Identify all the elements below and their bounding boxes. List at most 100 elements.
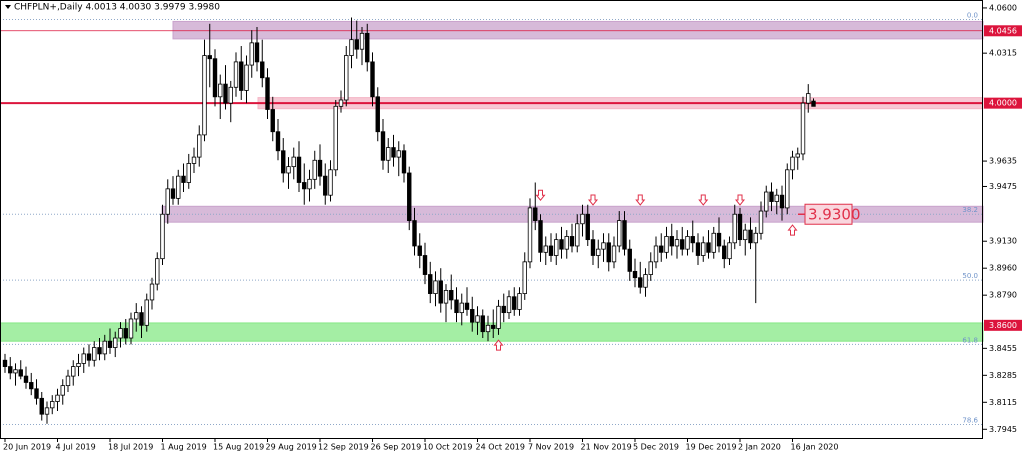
signal-arrow (698, 194, 709, 206)
y-tick-label: 3.8115 (989, 398, 1017, 407)
y-tick-label: 4.0600 (989, 3, 1017, 12)
x-tick-label: 4 Jul 2019 (56, 443, 96, 452)
candle-body (685, 236, 690, 250)
candle-body (328, 169, 333, 196)
candle-body (506, 296, 512, 314)
candle-body (527, 207, 533, 263)
candle-body (223, 83, 228, 104)
candle-body (785, 169, 790, 209)
candle-body (181, 175, 186, 183)
fib-label: 61.8 (962, 336, 978, 344)
candle-body (191, 156, 197, 164)
candle-body (76, 363, 81, 367)
candle-body (333, 105, 338, 171)
candle-body (212, 58, 218, 98)
candle-body (779, 194, 785, 209)
candle-body (664, 236, 669, 253)
candle-body (13, 369, 18, 374)
candle-body (396, 150, 401, 158)
candle-body (128, 318, 134, 339)
candle-body (569, 236, 575, 247)
candle-body (92, 347, 97, 361)
candle-body (386, 147, 391, 161)
candle-body (512, 296, 517, 310)
candle-body (118, 328, 123, 339)
y-tick-label: 3.8960 (989, 264, 1017, 273)
candle-body (239, 61, 244, 91)
fib-label: 38.2 (962, 206, 978, 214)
candle-body (732, 213, 737, 244)
candle-body (648, 261, 653, 275)
candle-body (669, 236, 674, 247)
candle-body (344, 55, 349, 101)
y-tick-label: 3.9130 (989, 237, 1017, 246)
signal-arrow (493, 339, 504, 351)
candle-body (39, 397, 44, 415)
x-tick-label: 18 Jul 2019 (108, 443, 153, 452)
candle-body (249, 42, 254, 66)
candle-body (170, 188, 176, 199)
price-badge-label: 4.0000 (989, 99, 1017, 108)
candle-body (632, 270, 638, 279)
x-tick-label: 10 Oct 2019 (423, 443, 472, 452)
candle-body (233, 61, 239, 88)
candle-body (464, 302, 470, 310)
candle-body (774, 194, 779, 202)
x-tick-label: 12 Sep 2019 (318, 443, 369, 452)
candle-body (144, 299, 149, 326)
candle-body (65, 375, 71, 387)
candle-body (517, 293, 522, 310)
candle-body (438, 280, 443, 304)
candle-body (743, 229, 748, 241)
candle-body (391, 147, 396, 158)
candle-body (155, 258, 160, 285)
candle-body (559, 239, 564, 250)
candle-body (265, 77, 270, 110)
candle-body (202, 55, 207, 136)
candle-body (370, 61, 375, 98)
candle-body (470, 309, 475, 323)
candle-body (459, 302, 464, 314)
y-tick-label: 3.9635 (989, 157, 1017, 166)
candle-body (302, 182, 307, 190)
candle-body (722, 245, 727, 260)
y-tick-label: 3.8285 (989, 371, 1017, 380)
x-tick-label: 19 Dec 2019 (686, 443, 737, 452)
candle-body (449, 290, 454, 301)
candle-body (102, 340, 107, 355)
candle-body (60, 385, 65, 396)
candle-body (564, 236, 569, 250)
candle-body (596, 248, 601, 256)
candle-body (753, 232, 758, 244)
candle-body (29, 382, 34, 390)
candle-body (275, 131, 281, 152)
candle-body (548, 245, 554, 256)
candle-body (485, 324, 491, 333)
candle-body (711, 232, 716, 253)
candle-body (365, 32, 370, 63)
candle-body (296, 156, 302, 183)
candle-body (680, 239, 685, 250)
candle-body (590, 239, 596, 256)
candle-body (585, 213, 590, 241)
candle-body (575, 223, 580, 247)
candle-body (354, 39, 359, 50)
candle-body (197, 134, 202, 158)
candle-body (291, 156, 296, 168)
price-badge (984, 97, 1022, 109)
fib-label: 50.0 (962, 272, 978, 280)
candle-body (422, 255, 428, 275)
candle-body (475, 315, 480, 323)
candle-body (401, 150, 407, 174)
candle-body (716, 232, 722, 247)
candle-body (480, 315, 485, 333)
x-tick-label: 1 Aug 2019 (161, 443, 207, 452)
candle-body (18, 369, 23, 377)
candle-body (228, 86, 233, 104)
candle-body (764, 191, 769, 212)
candle-body (55, 394, 60, 402)
annotation-label: 3.9300 (808, 206, 861, 224)
candle-body (611, 245, 617, 263)
